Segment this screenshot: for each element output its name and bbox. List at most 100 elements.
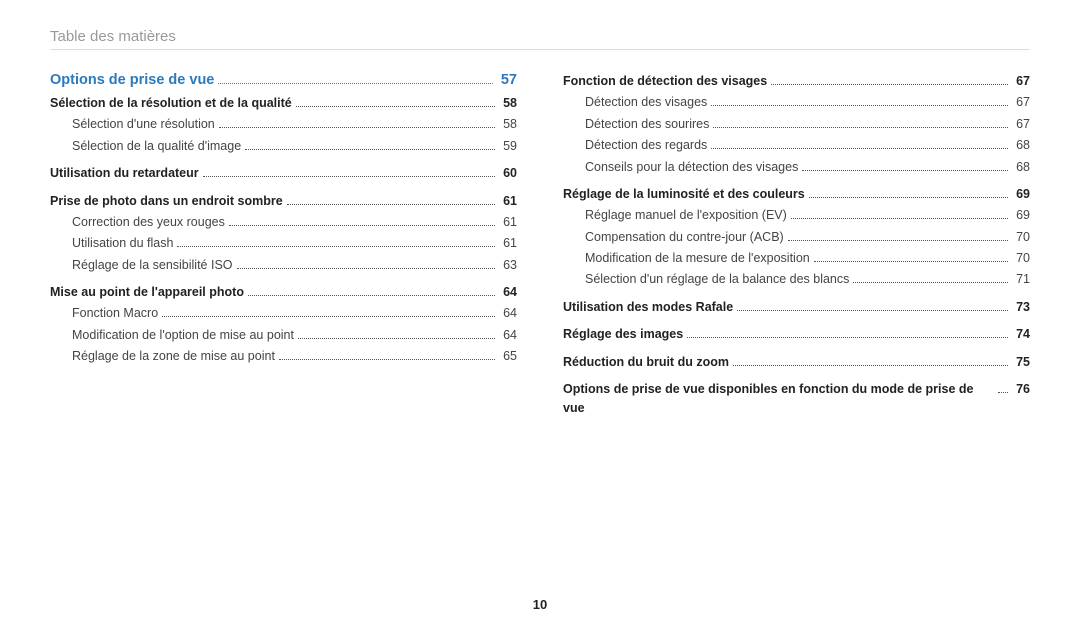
page-number: 10 [0,597,1080,612]
toc-entry-page: 69 [1012,185,1030,204]
toc-entry[interactable]: Compensation du contre-jour (ACB) 70 [563,228,1030,247]
toc-entry-page: 68 [1012,158,1030,177]
toc-leader-dots [162,316,495,317]
toc-entry-page: 61 [499,213,517,232]
toc-entry[interactable]: Réduction du bruit du zoom 75 [563,353,1030,372]
header-divider [50,49,1030,50]
toc-entry-page: 58 [499,94,517,113]
toc-entry-label: Réglage manuel de l'exposition (EV) [585,206,787,225]
toc-entry[interactable]: Détection des sourires 67 [563,115,1030,134]
toc-entry-page: 61 [499,192,517,211]
toc-leader-dots [203,176,495,177]
toc-entry[interactable]: Sélection d'une résolution 58 [50,115,517,134]
toc-leader-dots [229,225,495,226]
toc-entry-label: Options de prise de vue disponibles en f… [563,380,994,419]
toc-entry[interactable]: Fonction de détection des visages 67 [563,72,1030,91]
toc-entry[interactable]: Modification de la mesure de l'expositio… [563,249,1030,268]
toc-entry-page: 69 [1012,206,1030,225]
toc-entry-page: 58 [499,115,517,134]
toc-entry-label: Détection des visages [585,93,707,112]
toc-entry[interactable]: Réglage de la luminosité et des couleurs… [563,185,1030,204]
toc-leader-dots [287,204,495,205]
toc-entry[interactable]: Utilisation du flash 61 [50,234,517,253]
toc-entry[interactable]: Fonction Macro 64 [50,304,517,323]
toc-entry-page: 73 [1012,298,1030,317]
toc-entry-label: Sélection d'une résolution [72,115,215,134]
toc-left-column: Options de prise de vue 57 Sélection de … [50,72,517,421]
toc-section-page: 57 [497,72,517,88]
toc-leader-dots [737,310,1008,311]
toc-leader-dots [711,105,1008,106]
toc-entry-label: Conseils pour la détection des visages [585,158,798,177]
toc-leader-dots [237,268,496,269]
toc-entry-page: 75 [1012,353,1030,372]
toc-entry-page: 70 [1012,228,1030,247]
toc-entry-page: 65 [499,347,517,366]
toc-right-column: Fonction de détection des visages 67 Dét… [563,72,1030,421]
toc-entry-label: Détection des regards [585,136,707,155]
toc-entry[interactable]: Mise au point de l'appareil photo 64 [50,283,517,302]
toc-entry-page: 70 [1012,249,1030,268]
toc-entry-page: 64 [499,326,517,345]
toc-entry-page: 68 [1012,136,1030,155]
toc-entry-label: Réglage des images [563,325,683,344]
toc-entry-label: Sélection d'un réglage de la balance des… [585,270,849,289]
toc-entry[interactable]: Options de prise de vue disponibles en f… [563,380,1030,419]
toc-leader-dots [245,149,495,150]
toc-entry-label: Réglage de la luminosité et des couleurs [563,185,805,204]
toc-leader-dots [218,83,492,84]
toc-leader-dots [296,106,495,107]
toc-section-title[interactable]: Options de prise de vue 57 [50,72,517,88]
toc-entry-label: Sélection de la résolution et de la qual… [50,94,292,113]
toc-leader-dots [733,365,1008,366]
toc-entry-label: Fonction de détection des visages [563,72,767,91]
toc-entry-page: 67 [1012,93,1030,112]
toc-section-label: Options de prise de vue [50,72,214,88]
toc-entry-label: Correction des yeux rouges [72,213,225,232]
toc-entry-label: Fonction Macro [72,304,158,323]
toc-entry-label: Réglage de la sensibilité ISO [72,256,233,275]
toc-entry[interactable]: Réglage des images 74 [563,325,1030,344]
toc-entry-label: Utilisation du retardateur [50,164,199,183]
toc-entry-label: Modification de la mesure de l'expositio… [585,249,810,268]
toc-entry[interactable]: Conseils pour la détection des visages 6… [563,158,1030,177]
toc-entry[interactable]: Détection des regards 68 [563,136,1030,155]
toc-entry[interactable]: Modification de l'option de mise au poin… [50,326,517,345]
toc-leader-dots [788,240,1008,241]
toc-entry[interactable]: Réglage de la sensibilité ISO 63 [50,256,517,275]
toc-entry-page: 67 [1012,72,1030,91]
toc-entry[interactable]: Réglage manuel de l'exposition (EV) 69 [563,206,1030,225]
toc-entry-page: 71 [1012,270,1030,289]
toc-entry-page: 63 [499,256,517,275]
toc-entry-page: 67 [1012,115,1030,134]
toc-leader-dots [809,197,1008,198]
toc-leader-dots [687,337,1008,338]
toc-leader-dots [219,127,495,128]
toc-entry-label: Mise au point de l'appareil photo [50,283,244,302]
toc-entry[interactable]: Réglage de la zone de mise au point 65 [50,347,517,366]
toc-entry[interactable]: Sélection d'un réglage de la balance des… [563,270,1030,289]
toc-entry[interactable]: Prise de photo dans un endroit sombre 61 [50,192,517,211]
toc-leader-dots [298,338,495,339]
toc-entry-label: Détection des sourires [585,115,709,134]
toc-entry-label: Réduction du bruit du zoom [563,353,729,372]
toc-leader-dots [791,218,1008,219]
toc-entry[interactable]: Correction des yeux rouges 61 [50,213,517,232]
toc-entry-page: 76 [1012,380,1030,399]
toc-entry[interactable]: Utilisation du retardateur 60 [50,164,517,183]
toc-entry-label: Utilisation des modes Rafale [563,298,733,317]
toc-entry-label: Modification de l'option de mise au poin… [72,326,294,345]
toc-leader-dots [771,84,1008,85]
toc-entry[interactable]: Utilisation des modes Rafale 73 [563,298,1030,317]
toc-entry[interactable]: Détection des visages 67 [563,93,1030,112]
toc-entry-page: 64 [499,283,517,302]
toc-entry-page: 64 [499,304,517,323]
toc-entry-page: 60 [499,164,517,183]
toc-leader-dots [177,246,495,247]
toc-entry-label: Sélection de la qualité d'image [72,137,241,156]
toc-entry-page: 61 [499,234,517,253]
toc-entry[interactable]: Sélection de la résolution et de la qual… [50,94,517,113]
toc-entry[interactable]: Sélection de la qualité d'image 59 [50,137,517,156]
toc-entry-page: 74 [1012,325,1030,344]
toc-entry-label: Réglage de la zone de mise au point [72,347,275,366]
